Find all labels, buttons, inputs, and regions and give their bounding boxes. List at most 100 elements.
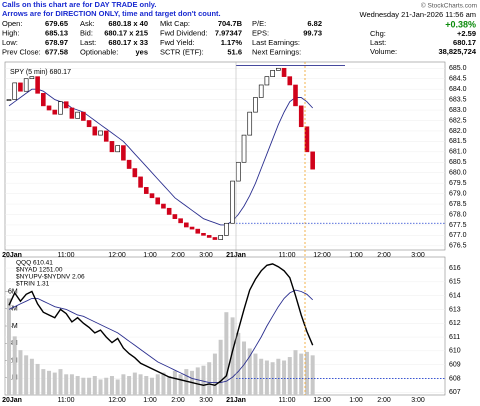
candle — [270, 70, 275, 77]
x-tick-label: 3:00 — [411, 397, 425, 404]
candle — [103, 130, 109, 142]
quote-label: Chg: — [370, 29, 386, 38]
volume-bar — [29, 358, 34, 395]
sma-line — [8, 289, 314, 384]
candle — [98, 130, 103, 136]
volume-bar — [167, 376, 172, 395]
quote-label: High: — [2, 28, 20, 37]
notice: Calls on this chart are for DAY TRADE on… — [2, 0, 156, 9]
candle — [241, 134, 247, 163]
quote-label: Mkt Cap: — [160, 19, 190, 28]
candle — [6, 99, 12, 101]
price-frame — [4, 61, 446, 251]
quote-value: 680.18 x 40 — [108, 19, 148, 28]
x-tick-label: 2:00 — [377, 252, 391, 259]
quote-value: +2.59 — [457, 29, 476, 38]
candle — [109, 141, 115, 153]
candle — [92, 126, 98, 136]
quote-label: Next Earnings: — [252, 47, 301, 56]
x-tick-label: 11:00 — [58, 252, 75, 259]
volume-tick-label: 5M — [8, 306, 18, 313]
x-tick-label: 3:00 — [199, 252, 213, 259]
y-tick-label: 682.0 — [449, 128, 467, 135]
quote-value: 6.82 — [307, 19, 322, 28]
y-tick-label: 679.0 — [449, 190, 467, 197]
y-tick-label: 684.0 — [449, 86, 467, 93]
candle — [41, 93, 46, 107]
x-tick-label: 2:00 — [377, 397, 391, 404]
volume-bar — [299, 353, 304, 395]
quote-label: SCTR (ETF): — [160, 47, 204, 56]
candle — [138, 176, 143, 188]
y-tick-label: 677.0 — [449, 232, 467, 239]
candle — [166, 207, 172, 215]
x-tick-label: 1:00 — [349, 397, 363, 404]
volume-bar — [247, 348, 252, 395]
x-tick-label: 1:00 — [143, 397, 157, 404]
quote-label: Optionable: — [80, 47, 118, 56]
quote-date: Wednesday 21-Jan-2026 11:56 am — [360, 10, 476, 19]
candle — [149, 193, 155, 199]
volume-bar — [161, 372, 166, 395]
volume-bar — [144, 376, 149, 395]
x-tick-label: 20Jan — [2, 397, 22, 404]
quote-label: Last: — [370, 38, 386, 47]
candle — [189, 226, 195, 230]
y-tick-label: 679.5 — [449, 180, 467, 187]
volume-bar — [253, 353, 258, 395]
volume-bar — [47, 370, 52, 395]
candle — [29, 76, 35, 80]
volume-bar — [293, 350, 298, 395]
candle — [35, 76, 40, 94]
volume-bar — [195, 367, 200, 395]
candle — [281, 67, 287, 77]
candle — [172, 214, 178, 219]
x-tick-label: 1:00 — [349, 252, 363, 259]
volume-bar — [264, 360, 269, 395]
x-tick-label: 12:00 — [313, 397, 331, 404]
notice: Arrows are for DIRECTION ONLY, time and … — [2, 9, 221, 18]
volume-bar — [58, 369, 63, 395]
quote-label: P/E: — [252, 19, 266, 28]
volume-bar — [12, 336, 17, 395]
y-tick-label: 678.5 — [449, 201, 467, 208]
candle — [132, 168, 138, 178]
candle — [304, 126, 310, 153]
quote-label: Fwd Dividend: — [160, 28, 208, 37]
volume-bar — [172, 370, 177, 395]
quote-value: 7.97347 — [215, 28, 242, 37]
y-tick-label: 611 — [449, 334, 460, 341]
volume-bar — [178, 374, 183, 395]
candle — [69, 107, 75, 119]
volume-bar — [150, 377, 154, 395]
quote-label: Bid: — [80, 28, 93, 37]
candle — [86, 120, 92, 128]
legend: SPY (5 min) 680.17 — [10, 69, 71, 76]
candle — [224, 222, 229, 236]
candle — [287, 76, 293, 86]
volume-bar — [18, 350, 23, 395]
x-tick-label: 12:00 — [108, 397, 126, 404]
volume-bar — [104, 377, 109, 395]
quote-value: 51.6 — [227, 47, 242, 56]
quote-value: 679.65 — [45, 19, 68, 28]
volume-tick-label: 6M — [8, 288, 18, 295]
legend: $NYAD 1251.00 — [16, 267, 63, 274]
volume-bar — [52, 372, 57, 395]
y-tick-label: 680.0 — [449, 170, 467, 177]
y-tick-label: 684.5 — [449, 76, 467, 83]
y-tick-label: 683.5 — [449, 96, 467, 103]
quote-value: 704.7B — [218, 19, 243, 28]
volume-bar — [236, 332, 241, 395]
volume-bar — [35, 363, 40, 395]
y-tick-label: 614 — [449, 292, 461, 299]
volume-bar — [69, 374, 74, 395]
volume-bar — [41, 369, 46, 395]
volume-bar — [81, 377, 86, 395]
volume-bar — [276, 358, 281, 395]
quote-label: Last Earnings: — [252, 38, 300, 47]
quote-label: Fwd Yield: — [160, 38, 195, 47]
volume-tick-label: 4M — [8, 323, 18, 330]
y-tick-label: 610 — [449, 348, 461, 355]
y-tick-label: 683.0 — [449, 107, 467, 114]
